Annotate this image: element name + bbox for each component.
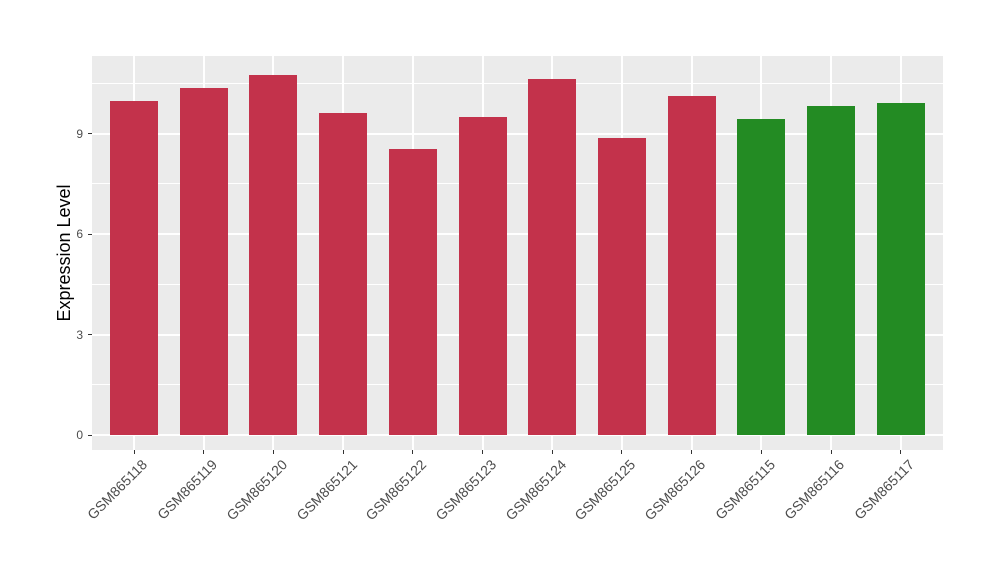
- gridline-minor: [92, 283, 943, 285]
- bar-GSM865122: [388, 149, 437, 435]
- x-tick-label: GSM865118: [84, 456, 151, 523]
- y-axis-tick: [88, 434, 92, 436]
- x-tick-label: GSM865123: [432, 456, 500, 524]
- x-axis-tick: [551, 450, 553, 454]
- gridline-major: [92, 132, 943, 135]
- x-axis-tick: [133, 450, 135, 454]
- y-axis-title: Expression Level: [54, 184, 74, 322]
- x-tick-label: GSM865124: [501, 456, 569, 524]
- x-tick-label: GSM865117: [851, 456, 918, 523]
- bar-GSM865116: [807, 106, 855, 435]
- x-axis-tick: [272, 450, 274, 454]
- y-axis-tick: [88, 334, 92, 335]
- bar-GSM865117: [876, 103, 925, 435]
- x-axis-tick: [482, 450, 483, 454]
- gridline-major: [92, 333, 943, 336]
- x-axis-tick: [412, 450, 414, 454]
- x-axis-tick: [203, 450, 205, 454]
- bar-GSM865125: [597, 138, 646, 435]
- bar-GSM865124: [528, 79, 577, 435]
- x-axis-tick: [691, 450, 693, 454]
- x-axis-tick: [621, 450, 623, 454]
- x-tick-label: GSM865119: [154, 456, 221, 523]
- x-tick-label: GSM865115: [711, 456, 778, 523]
- x-tick-label: GSM865116: [781, 456, 848, 523]
- x-tick-label: GSM865126: [641, 456, 709, 524]
- bar-GSM865119: [179, 88, 228, 435]
- gridline-minor: [92, 384, 943, 386]
- bar-GSM865115: [737, 119, 786, 435]
- x-tick-label: GSM865125: [571, 456, 639, 524]
- x-axis-tick: [342, 450, 344, 454]
- bar-GSM865118: [110, 101, 158, 435]
- y-axis-tick: [88, 233, 92, 235]
- gridline-minor: [92, 82, 943, 84]
- bar-GSM865120: [249, 75, 298, 435]
- x-axis-tick: [830, 450, 832, 454]
- x-axis-tick: [900, 450, 902, 454]
- y-axis-tick: [88, 133, 92, 134]
- plot-panel: [92, 56, 943, 450]
- gridline-major: [92, 233, 943, 235]
- y-tick-label: 9: [76, 126, 83, 141]
- bar-GSM865126: [667, 96, 716, 435]
- gridline-major: [92, 434, 943, 436]
- x-tick-label: GSM865121: [292, 456, 360, 524]
- y-tick-label: 0: [76, 428, 83, 442]
- y-tick-label: 3: [76, 327, 83, 342]
- bar-GSM865121: [319, 113, 368, 435]
- x-tick-label: GSM865120: [223, 456, 291, 524]
- y-tick-label: 6: [76, 227, 83, 241]
- x-axis-tick: [760, 450, 762, 454]
- bar-GSM865123: [458, 117, 507, 435]
- gridline-minor: [92, 183, 943, 185]
- x-tick-label: GSM865122: [362, 456, 430, 524]
